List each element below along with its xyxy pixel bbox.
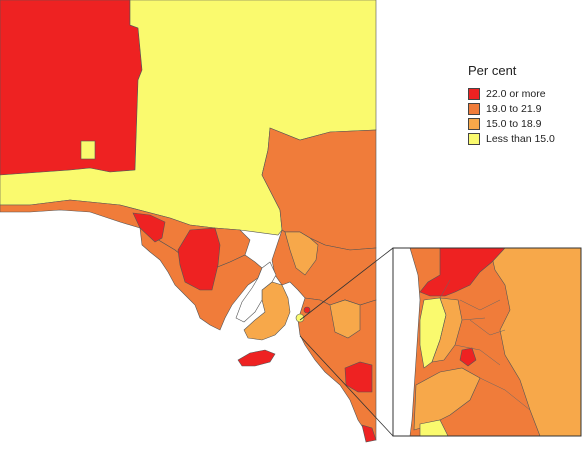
region-yorke-peninsula bbox=[243, 281, 291, 341]
legend-swatch-19-to-21-9 bbox=[468, 102, 480, 115]
inset-north-east-light bbox=[489, 248, 581, 436]
region-adelaide-red bbox=[303, 306, 311, 314]
inset-connector-bottom bbox=[299, 335, 394, 437]
inset-west-sea bbox=[393, 248, 421, 436]
legend-title: Per cent bbox=[468, 63, 517, 78]
region-small-red-block bbox=[80, 140, 96, 160]
inset-south bbox=[413, 367, 481, 431]
region-mid-north-light bbox=[284, 231, 319, 276]
legend-swatch-22-or-more bbox=[468, 87, 480, 100]
legend-label-less-than-15: Less than 15.0 bbox=[486, 132, 555, 145]
inset-red-centre bbox=[459, 347, 477, 367]
region-west-red bbox=[132, 212, 166, 243]
inset-red-north bbox=[419, 248, 506, 297]
region-mount-gambier-red bbox=[361, 424, 377, 443]
legend-label-22-or-more: 22.0 or more bbox=[486, 87, 546, 100]
map-legend: Per cent 22.0 or more 19.0 to 21.9 15.0 … bbox=[468, 63, 580, 146]
region-eyre-red bbox=[177, 227, 221, 291]
legend-label-19-to-21-9: 19.0 to 21.9 bbox=[486, 102, 542, 115]
legend-label-15-to-18-9: 15.0 to 18.9 bbox=[486, 117, 542, 130]
region-adelaide-metro bbox=[295, 313, 305, 323]
inset-yellow-south bbox=[419, 419, 449, 436]
legend-item-22-or-more: 22.0 or more bbox=[468, 86, 580, 101]
legend-item-15-to-18-9: 15.0 to 18.9 bbox=[468, 116, 580, 131]
region-riverland-light bbox=[329, 299, 361, 339]
inset-metro-light bbox=[431, 297, 463, 363]
legend-swatch-15-to-18-9 bbox=[468, 117, 480, 130]
spencer-gulf bbox=[235, 261, 277, 323]
legend-item-less-than-15: Less than 15.0 bbox=[468, 131, 580, 146]
inset-map bbox=[393, 248, 581, 436]
legend-swatch-less-than-15 bbox=[468, 132, 480, 145]
region-far-west bbox=[0, 0, 143, 176]
main-map bbox=[0, 0, 394, 443]
inset-frame bbox=[392, 247, 582, 437]
region-kangaroo-island bbox=[237, 349, 276, 367]
legend-item-19-to-21-9: 19.0 to 21.9 bbox=[468, 101, 580, 116]
inset-connector-top bbox=[299, 247, 394, 321]
